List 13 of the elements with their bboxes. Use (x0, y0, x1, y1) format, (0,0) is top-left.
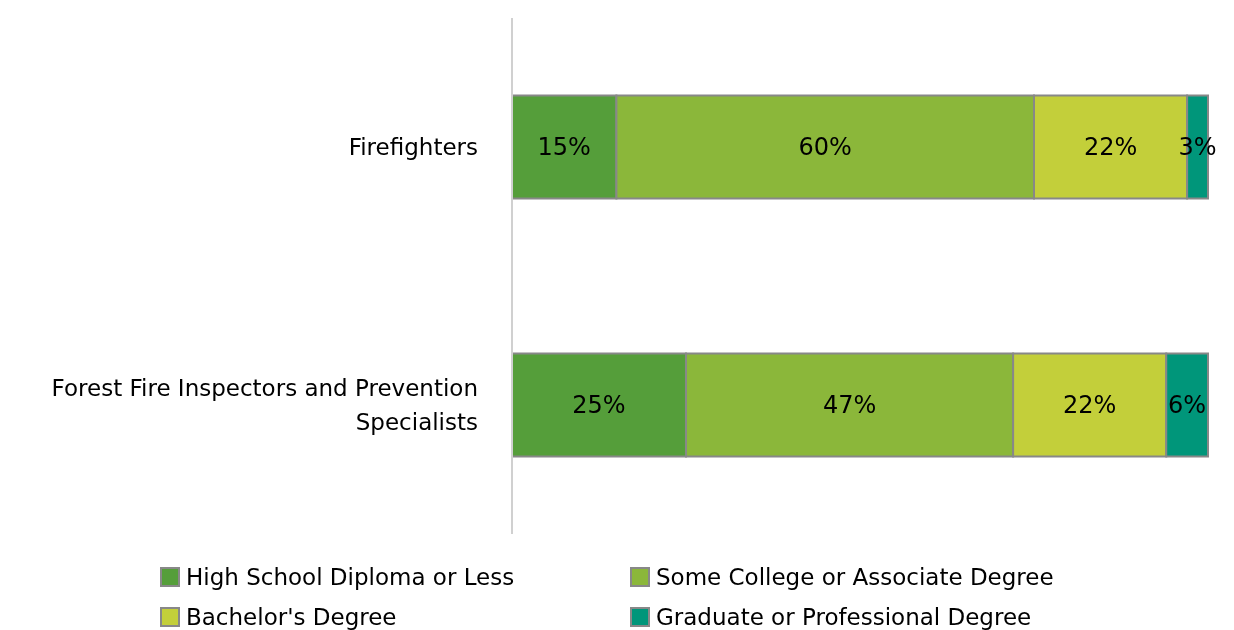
y-tick-label: Firefighters (348, 134, 478, 160)
data-label: 25% (572, 391, 626, 420)
data-label: 22% (1083, 133, 1138, 162)
data-label: 22% (1063, 391, 1117, 420)
legend-label: Bachelor's Degree (186, 604, 397, 630)
legend-label: Graduate or Professional Degree (656, 604, 1032, 630)
legend-label: High School Diploma or Less (186, 564, 515, 590)
data-label: 15% (537, 133, 591, 162)
y-tick-label: Forest Fire Inspectors and Prevention Specialists (51, 375, 478, 435)
data-label: 60% (798, 133, 852, 162)
data-label: 47% (822, 391, 877, 420)
legend-label: Some College or Associate Degree (656, 564, 1054, 590)
data-label: 6% (1168, 391, 1207, 420)
